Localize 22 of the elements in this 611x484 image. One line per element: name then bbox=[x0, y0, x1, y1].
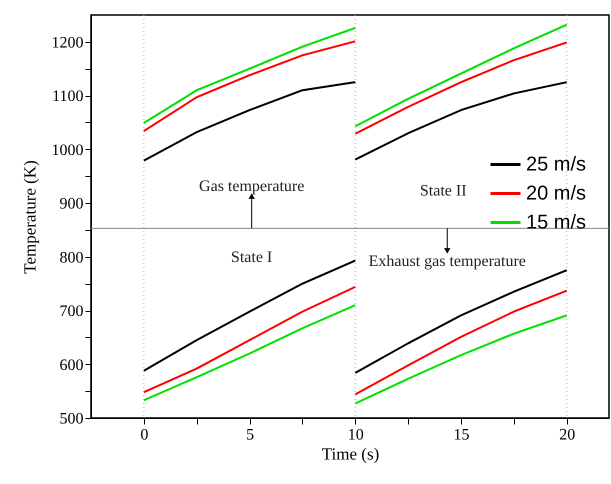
annotation: Exhaust gas temperature bbox=[368, 252, 526, 270]
x-tick-label: 0 bbox=[140, 426, 148, 444]
y-tick-label: 600 bbox=[60, 356, 84, 374]
y-tick-label: 500 bbox=[60, 410, 84, 428]
y-axis-title: Temperature (K) bbox=[20, 160, 40, 274]
y-tick-label: 900 bbox=[60, 196, 84, 213]
y-tick-label: 800 bbox=[60, 249, 84, 266]
y-tick-label: 1100 bbox=[52, 88, 84, 106]
annotation: State II bbox=[420, 182, 467, 200]
x-tick-label: 15 bbox=[454, 426, 470, 444]
x-tick-label: 20 bbox=[559, 426, 576, 444]
legend-label: 20 m/s bbox=[526, 182, 586, 204]
legend-label: 15 m/s bbox=[526, 211, 586, 234]
annotation: State I bbox=[230, 248, 272, 266]
x-tick-label: 5 bbox=[246, 426, 254, 444]
x-tick-label: 10 bbox=[348, 426, 364, 444]
annotation: Gas temperature bbox=[199, 178, 304, 196]
y-tick-label: 700 bbox=[60, 303, 84, 320]
x-axis-title: Time (s) bbox=[322, 444, 380, 464]
y-tick-label: 1000 bbox=[52, 142, 84, 159]
legend-label: 25 m/s bbox=[526, 153, 586, 176]
y-tick-label: 1200 bbox=[52, 34, 84, 52]
